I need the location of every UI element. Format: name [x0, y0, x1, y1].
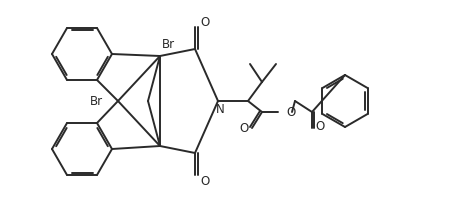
Text: O: O — [286, 106, 295, 119]
Text: Br: Br — [162, 38, 175, 51]
Text: O: O — [200, 16, 209, 28]
Text: O: O — [315, 120, 324, 133]
Text: N: N — [216, 103, 224, 116]
Text: Br: Br — [89, 95, 103, 108]
Text: O: O — [200, 175, 209, 188]
Text: O: O — [239, 121, 248, 134]
